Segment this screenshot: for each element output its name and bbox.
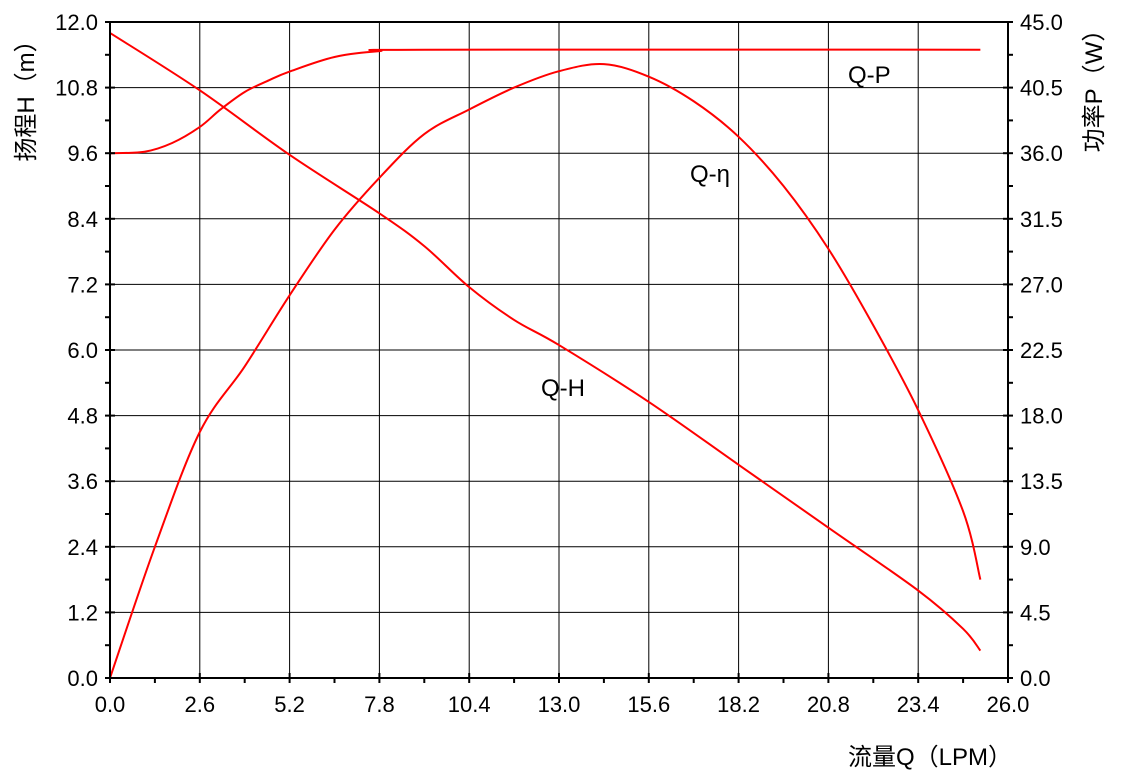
y2-tick-label: 27.0 bbox=[1020, 272, 1063, 297]
label-q-p: Q-P bbox=[848, 62, 891, 89]
y-tick-label: 3.6 bbox=[67, 469, 98, 494]
y-tick-label: 2.4 bbox=[67, 535, 98, 560]
label-q-h: Q-H bbox=[541, 375, 585, 402]
y-axis-label: 扬程H（m） bbox=[13, 28, 40, 161]
x-tick-label: 13.0 bbox=[538, 692, 581, 717]
series-lines bbox=[109, 32, 982, 679]
y2-axis-label: 功率P（W） bbox=[1081, 18, 1108, 153]
x-tick-label: 20.8 bbox=[807, 692, 850, 717]
y-tick-label: 10.8 bbox=[55, 76, 98, 101]
y2-tick-label: 31.5 bbox=[1020, 207, 1063, 232]
y2-tick-label: 36.0 bbox=[1020, 141, 1063, 166]
x-tick-label: 10.4 bbox=[448, 692, 491, 717]
y2-tick-label: 0.0 bbox=[1020, 666, 1051, 691]
y2-tick-label: 4.5 bbox=[1020, 600, 1051, 625]
y2-tick-label: 22.5 bbox=[1020, 338, 1063, 363]
y2-tick-label: 13.5 bbox=[1020, 469, 1063, 494]
y-tick-label: 8.4 bbox=[67, 207, 98, 232]
x-tick-label: 5.2 bbox=[274, 692, 305, 717]
series-line-qp bbox=[109, 48, 981, 155]
x-tick-label: 15.6 bbox=[627, 692, 670, 717]
y-tick-label: 0.0 bbox=[67, 666, 98, 691]
series-line-qh bbox=[109, 32, 982, 652]
y-tick-label: 12.0 bbox=[55, 10, 98, 35]
y-tick-label: 1.2 bbox=[67, 600, 98, 625]
y2-tick-label: 45.0 bbox=[1020, 10, 1063, 35]
x-tick-label: 2.6 bbox=[185, 692, 216, 717]
series-line-q bbox=[109, 62, 982, 679]
y2-tick-label: 9.0 bbox=[1020, 535, 1051, 560]
ticks: 0.0 2.6 5.2 7.8 10.4 13.0 15.6 18.2 20.8 23.4 26.0… bbox=[55, 10, 1063, 717]
x-tick-label: 18.2 bbox=[717, 692, 760, 717]
y-tick-label: 7.2 bbox=[67, 272, 98, 297]
x-tick-label: 23.4 bbox=[897, 692, 940, 717]
y-tick-label: 6.0 bbox=[67, 338, 98, 363]
y2-tick-label: 18.0 bbox=[1020, 404, 1063, 429]
x-tick-label: 7.8 bbox=[364, 692, 395, 717]
gridlines bbox=[110, 22, 1008, 678]
x-tick-label: 26.0 bbox=[987, 692, 1030, 717]
y-tick-label: 9.6 bbox=[67, 141, 98, 166]
label-q-eta: Q-η bbox=[690, 161, 730, 188]
y-tick-label: 4.8 bbox=[67, 404, 98, 429]
x-axis-label: 流量Q（LPM） bbox=[848, 744, 1012, 771]
x-tick-label: 0.0 bbox=[95, 692, 126, 717]
y2-tick-label: 40.5 bbox=[1020, 76, 1063, 101]
